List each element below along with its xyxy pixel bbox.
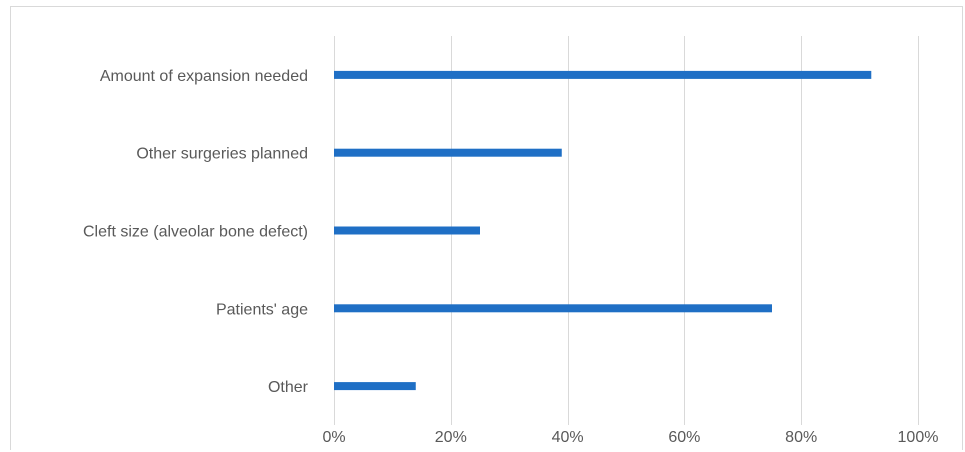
bar-4 bbox=[334, 382, 416, 391]
x-tick-label-2: 40% bbox=[552, 429, 584, 446]
x-tick-label-5: 100% bbox=[898, 429, 939, 446]
category-label-0: Amount of expansion needed bbox=[100, 68, 308, 85]
bar-2 bbox=[334, 226, 480, 235]
bar-layer bbox=[334, 70, 872, 391]
bar-3 bbox=[334, 304, 772, 313]
category-label-2: Cleft size (alveolar bone defect) bbox=[83, 224, 308, 241]
x-tick-label-4: 80% bbox=[785, 429, 817, 446]
category-label-layer: Amount of expansion needed Other surgerie… bbox=[83, 68, 309, 396]
x-tick-label-3: 60% bbox=[668, 429, 700, 446]
category-label-1: Other surgeries planned bbox=[136, 146, 308, 163]
chart-frame bbox=[10, 6, 963, 450]
bar-0 bbox=[334, 70, 872, 79]
bar-1 bbox=[334, 148, 562, 157]
x-tick-label-0: 0% bbox=[322, 429, 345, 446]
category-label-4: Other bbox=[268, 379, 309, 396]
tick-label-layer: 0% 20% 40% 60% 80% 100% bbox=[322, 429, 938, 446]
category-label-3: Patients' age bbox=[216, 301, 308, 318]
x-tick-label-1: 20% bbox=[435, 429, 467, 446]
